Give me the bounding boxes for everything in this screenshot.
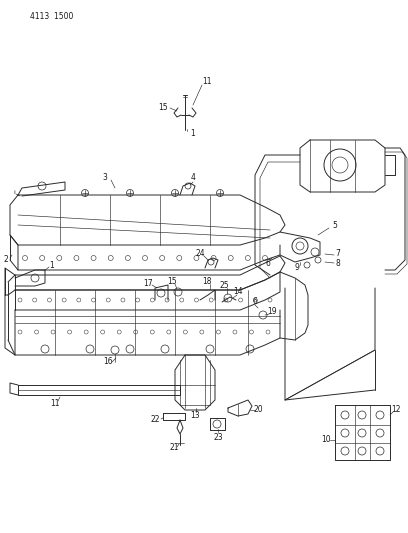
- Text: 2: 2: [3, 255, 8, 264]
- Text: 14: 14: [233, 287, 243, 296]
- Text: 4113  1500: 4113 1500: [30, 12, 73, 21]
- Text: 13: 13: [190, 410, 200, 419]
- Text: 15: 15: [158, 103, 168, 112]
- Text: 8: 8: [336, 259, 340, 268]
- Text: 16: 16: [103, 358, 113, 367]
- Text: 21: 21: [169, 443, 179, 453]
- Text: 23: 23: [213, 432, 223, 441]
- Text: 11: 11: [202, 77, 212, 86]
- Text: 6: 6: [266, 259, 271, 268]
- Text: 1: 1: [50, 261, 54, 270]
- Text: 11: 11: [50, 399, 60, 408]
- Text: 3: 3: [102, 174, 107, 182]
- Text: 4: 4: [191, 174, 195, 182]
- Text: 6: 6: [253, 297, 257, 306]
- Text: 7: 7: [335, 249, 340, 259]
- Text: 19: 19: [267, 308, 277, 317]
- Text: 20: 20: [253, 406, 263, 415]
- Text: 9: 9: [295, 263, 299, 272]
- Text: 5: 5: [333, 221, 337, 230]
- Text: 12: 12: [391, 406, 401, 415]
- Text: 15: 15: [167, 277, 177, 286]
- Text: 10: 10: [321, 435, 331, 445]
- Text: 25: 25: [219, 280, 229, 289]
- Text: 24: 24: [195, 248, 205, 257]
- Text: 22: 22: [150, 416, 160, 424]
- Text: 1: 1: [191, 128, 195, 138]
- Text: i: i: [13, 190, 15, 196]
- Text: 18: 18: [202, 277, 212, 286]
- Text: 17: 17: [143, 279, 153, 287]
